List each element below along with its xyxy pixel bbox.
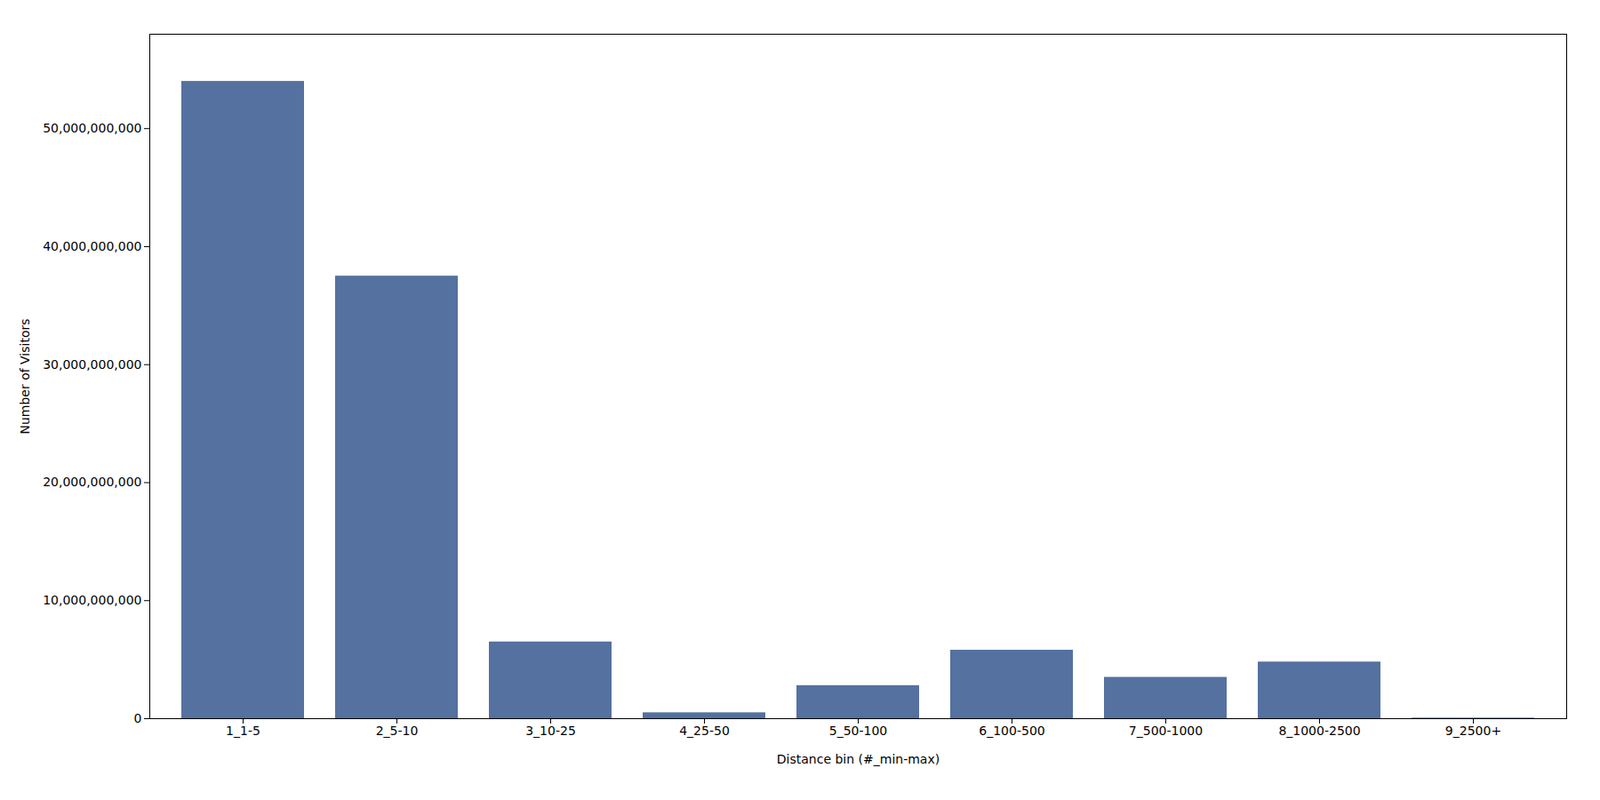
svg-text:50,000,000,000: 50,000,000,000 [42, 120, 142, 136]
svg-text:6_100-500: 6_100-500 [978, 723, 1045, 738]
svg-text:10,000,000,000: 10,000,000,000 [42, 592, 142, 608]
svg-text:9_2500+: 9_2500+ [1445, 723, 1502, 738]
svg-text:1_1-5: 1_1-5 [225, 723, 261, 738]
svg-text:Distance bin (#_min-max): Distance bin (#_min-max) [776, 752, 940, 767]
svg-text:2_5-10: 2_5-10 [376, 723, 419, 738]
svg-text:20,000,000,000: 20,000,000,000 [42, 474, 142, 489]
svg-text:5_50-100: 5_50-100 [829, 723, 888, 738]
svg-text:8_1000-2500: 8_1000-2500 [1278, 723, 1360, 738]
svg-text:40,000,000,000: 40,000,000,000 [42, 239, 142, 254]
svg-text:30,000,000,000: 30,000,000,000 [42, 357, 142, 372]
svg-text:4_25-50: 4_25-50 [679, 723, 730, 738]
svg-text:Number of Visitors: Number of Visitors [17, 318, 32, 434]
svg-text:3_10-25: 3_10-25 [525, 723, 576, 738]
svg-text:7_500-1000: 7_500-1000 [1128, 723, 1203, 738]
svg-text:0: 0 [134, 711, 143, 726]
